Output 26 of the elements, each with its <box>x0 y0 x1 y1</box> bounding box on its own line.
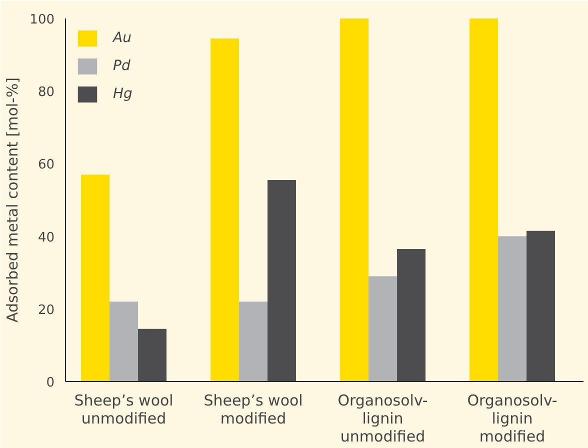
legend-label: Au <box>113 30 132 46</box>
x-tick-label: Organosolv- lignin unmodified <box>338 392 428 446</box>
bar <box>110 302 138 382</box>
y-tick-label: 20 <box>38 302 55 318</box>
bar <box>470 18 498 382</box>
y-tick-label: 60 <box>38 158 55 173</box>
bar <box>397 249 426 382</box>
x-tick-label: Sheep’s wool unmodified <box>74 392 174 428</box>
bar <box>81 174 110 382</box>
bar <box>526 230 556 382</box>
bar <box>340 18 369 382</box>
bar <box>210 38 240 382</box>
legend-label: Hg <box>113 86 133 102</box>
bar <box>239 302 268 382</box>
bar <box>138 328 167 382</box>
y-tick-label: 40 <box>38 230 55 246</box>
y-tick-label: 0 <box>46 376 55 390</box>
legend-label: Pd <box>113 58 132 74</box>
y-tick-label: 100 <box>30 12 55 28</box>
y-axis-title: Adsorbed metal content [mol-%] <box>4 77 22 323</box>
y-tick-label: 80 <box>38 85 55 100</box>
x-tick-label: Organosolv- lignin modified <box>467 392 558 446</box>
x-tick-label: Sheep’s wool modified <box>204 392 303 428</box>
bar <box>268 180 296 382</box>
bar <box>368 276 398 382</box>
bar <box>498 236 527 382</box>
